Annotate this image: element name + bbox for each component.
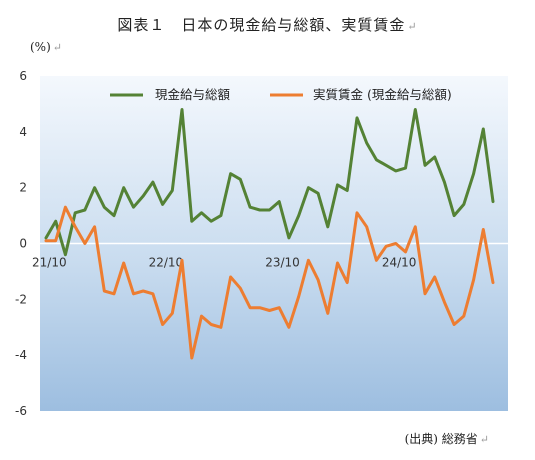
legend-label: 現金給与総額 <box>155 87 231 102</box>
y-tick-label: -2 <box>15 292 27 306</box>
y-tick-label: 2 <box>19 181 27 195</box>
series-line-nominal-wages <box>44 108 495 257</box>
x-tick-label: 24/10 <box>382 256 417 270</box>
y-tick-label: -4 <box>15 348 27 362</box>
legend-label: 実質賃金 (現金給与総額) <box>313 87 452 102</box>
series-line-real-wages <box>44 205 495 360</box>
x-tick-label: 22/10 <box>149 256 184 270</box>
y-tick-label: 0 <box>19 237 27 251</box>
y-tick-label: -6 <box>15 404 27 418</box>
chart-title: 図表１ 日本の現金給与総額、実質賃金 ↵ <box>117 16 418 34</box>
y-axis-unit-label: (%) ↵ <box>30 40 62 54</box>
x-tick-label: 21/10 <box>32 256 67 270</box>
x-tick-label: 23/10 <box>265 256 300 270</box>
y-tick-label: 6 <box>19 69 27 83</box>
source-note: (出典) 総務省 ↵ <box>404 432 489 446</box>
legend: 現金給与総額 実質賃金 (現金給与総額) <box>110 87 452 102</box>
y-tick-label: 4 <box>19 125 27 139</box>
